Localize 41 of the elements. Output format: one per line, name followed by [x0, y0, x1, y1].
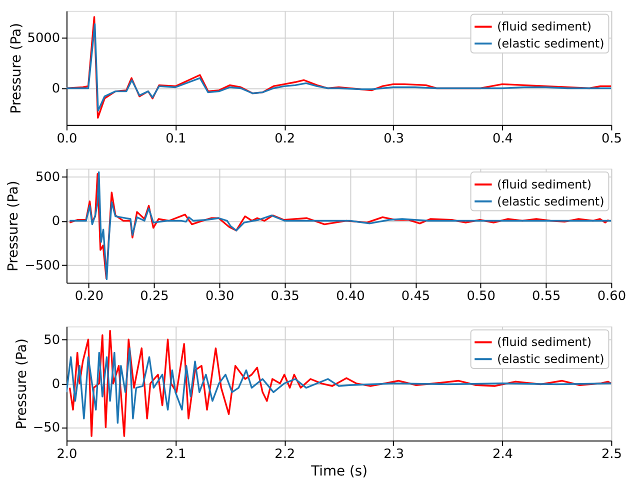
- x-tick-label: 2.3: [384, 446, 404, 462]
- y-axis-title: Pressure (Pa): [6, 180, 22, 272]
- line-series: [66, 347, 612, 424]
- x-tick-label: 0.3: [384, 131, 404, 146]
- x-axis-title: Time (s): [310, 464, 368, 480]
- y-tick-label: −500: [24, 258, 60, 274]
- legend-label: (fluid sediment): [497, 335, 592, 350]
- x-tick-label: 2.4: [492, 446, 513, 462]
- x-tick-label: 2.1: [166, 446, 186, 462]
- legend-label: (elastic sediment): [497, 352, 604, 366]
- x-tick-label: 0.45: [401, 289, 430, 304]
- x-tick-label: 2.2: [274, 446, 296, 462]
- legend-label: (elastic sediment): [497, 36, 604, 51]
- y-axis-title: Pressure (Pa): [8, 23, 24, 114]
- legend-label: (fluid sediment): [497, 177, 592, 192]
- y-tick-label: 500: [35, 170, 60, 186]
- y-tick-label: 0: [52, 82, 60, 97]
- x-tick-label: 0.1: [166, 131, 186, 146]
- x-tick-label: 0.50: [466, 289, 496, 304]
- y-tick-label: 50: [44, 332, 60, 348]
- x-tick-label: 0.25: [140, 289, 169, 304]
- y-axis-title: Pressure (Pa): [14, 338, 30, 430]
- x-tick-label: 0.40: [336, 289, 365, 304]
- legend-label: (elastic sediment): [497, 194, 604, 208]
- x-tick-label: 0.2: [274, 131, 296, 146]
- x-tick-label: 2.5: [601, 446, 622, 462]
- x-tick-label: 0.35: [270, 289, 300, 304]
- x-tick-label: 0.30: [205, 289, 234, 304]
- y-tick-label: −50: [32, 420, 60, 436]
- line-series: [68, 330, 612, 437]
- y-tick-label: 5000: [27, 30, 60, 46]
- x-tick-label: 0.60: [597, 289, 626, 304]
- x-tick-label: 0.0: [56, 131, 78, 146]
- x-tick-label: 0.55: [532, 289, 561, 304]
- y-tick-label: 0: [52, 214, 60, 230]
- legend-label: (fluid sediment): [497, 20, 592, 34]
- y-tick-label: 0: [52, 376, 60, 392]
- x-tick-label: 0.4: [492, 131, 513, 146]
- x-tick-label: 2.0: [56, 446, 78, 462]
- x-tick-label: 0.5: [601, 131, 622, 146]
- x-tick-label: 0.20: [74, 289, 104, 304]
